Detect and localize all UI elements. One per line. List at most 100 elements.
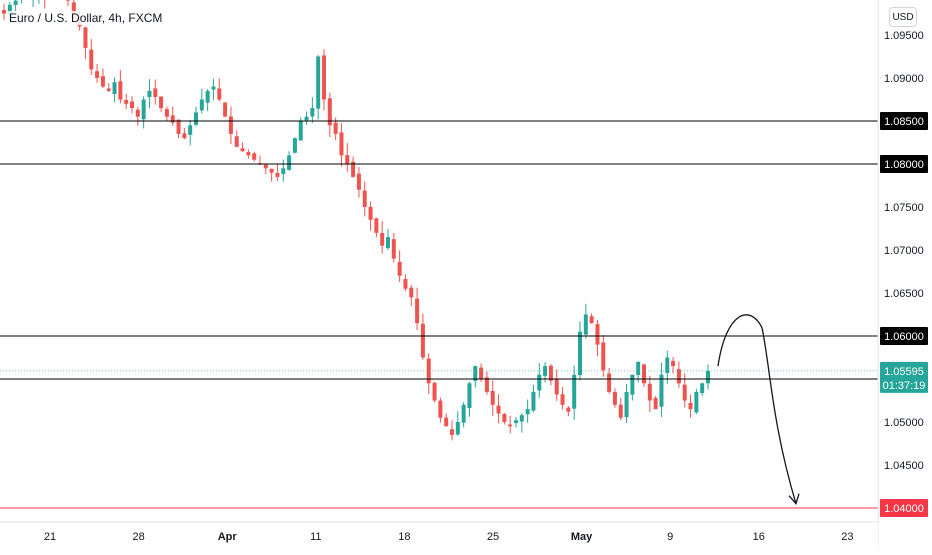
- candle-body: [83, 27, 88, 48]
- candle-body: [71, 2, 76, 18]
- candle-body: [461, 404, 466, 423]
- candle-body: [159, 96, 164, 109]
- candle-body: [659, 374, 664, 407]
- candle-body: [467, 383, 472, 409]
- candle-body: [164, 109, 169, 117]
- candle-body: [484, 377, 489, 392]
- candle-body: [199, 99, 204, 111]
- candle-body: [223, 102, 228, 117]
- candle-body: [234, 136, 239, 147]
- candle-body: [624, 391, 629, 418]
- candle-body: [316, 56, 321, 109]
- candle-body: [182, 133, 187, 139]
- arrow-head-icon: [788, 493, 800, 506]
- candle-body: [653, 397, 658, 410]
- horizontal-levels-layer: [0, 120, 878, 509]
- candle-body: [380, 233, 385, 246]
- candle-body: [502, 414, 507, 422]
- candle-body: [612, 392, 617, 405]
- level-price-tag[interactable]: [880, 499, 928, 517]
- time-tick-label: 9: [667, 531, 673, 543]
- candles-layer: [2, 0, 710, 441]
- candle-body: [263, 164, 268, 169]
- level-price-tag[interactable]: [880, 155, 928, 173]
- candle-body: [420, 323, 425, 358]
- level-price-label: 1.08000: [884, 159, 924, 171]
- candle-body: [147, 90, 152, 98]
- currency-button[interactable]: USD: [889, 7, 917, 27]
- candle-body: [409, 287, 414, 298]
- candle-body: [554, 378, 559, 395]
- candle-body: [211, 86, 216, 90]
- time-tick-label: 11: [310, 531, 321, 543]
- time-tick-label: 23: [841, 531, 853, 543]
- candle-body: [118, 81, 123, 100]
- candle-body: [281, 168, 286, 174]
- candle-body: [432, 382, 437, 401]
- candle-body: [217, 88, 222, 100]
- price-tick-label: 1.09500: [884, 30, 924, 42]
- candle-body: [100, 76, 105, 87]
- candle-body: [310, 108, 315, 117]
- candle-body: [141, 99, 146, 120]
- candle-body: [630, 374, 635, 395]
- candle-body: [188, 125, 193, 135]
- candle-body: [106, 88, 111, 91]
- candle-body: [298, 121, 303, 141]
- price-tick-label: 1.04500: [884, 460, 924, 472]
- candle-body: [252, 153, 257, 160]
- time-axis[interactable]: [0, 522, 878, 550]
- candle-body: [566, 407, 571, 412]
- price-tick-label: 1.07500: [884, 202, 924, 214]
- bar-countdown: 01:37:19: [883, 380, 926, 392]
- time-tick-label: May: [571, 531, 593, 543]
- candle-body: [583, 314, 588, 335]
- candle-body: [269, 168, 274, 173]
- candle-body: [531, 391, 536, 411]
- candle-body: [543, 366, 548, 376]
- candle-body: [322, 55, 326, 100]
- candle-body: [479, 367, 484, 379]
- candle-body: [205, 90, 210, 103]
- candle-body: [228, 116, 233, 134]
- candle-body: [66, 0, 70, 1]
- candle-body: [572, 374, 577, 409]
- price-axis[interactable]: [878, 0, 932, 550]
- candle-body: [642, 364, 646, 384]
- candle-body: [345, 155, 350, 164]
- candle-body: [351, 161, 356, 177]
- current-price-tag[interactable]: [880, 361, 928, 393]
- candle-body: [694, 391, 699, 413]
- level-price-tag[interactable]: [880, 112, 928, 130]
- candle-body: [112, 82, 117, 95]
- candle-body: [537, 374, 542, 391]
- candle-body: [327, 98, 332, 126]
- candle-body: [676, 369, 681, 384]
- candle-body: [508, 424, 513, 427]
- candle-body: [444, 417, 449, 427]
- candle-body: [362, 190, 367, 207]
- candle-body: [246, 152, 251, 156]
- candle-body: [391, 239, 396, 259]
- candle-body: [403, 278, 408, 289]
- candle-body: [607, 373, 612, 392]
- candle-body: [374, 218, 379, 233]
- symbol-title[interactable]: Euro / U.S. Dollar, 4h, FXCM: [6, 11, 166, 25]
- candle-body: [2, 10, 6, 14]
- candle-body: [438, 400, 443, 418]
- candle-body: [7, 4, 12, 17]
- candle-body: [618, 404, 623, 418]
- forecast-arrow[interactable]: [717, 314, 797, 504]
- candle-body: [665, 357, 670, 373]
- time-tick-label: 25: [487, 531, 499, 543]
- candle-body: [473, 366, 478, 381]
- level-price-tag[interactable]: [880, 327, 928, 345]
- candle-body: [130, 101, 134, 109]
- price-tick-label: 1.07000: [884, 245, 924, 257]
- time-tick-label: 18: [398, 531, 410, 543]
- candle-body: [455, 422, 460, 435]
- candle-body: [356, 173, 361, 190]
